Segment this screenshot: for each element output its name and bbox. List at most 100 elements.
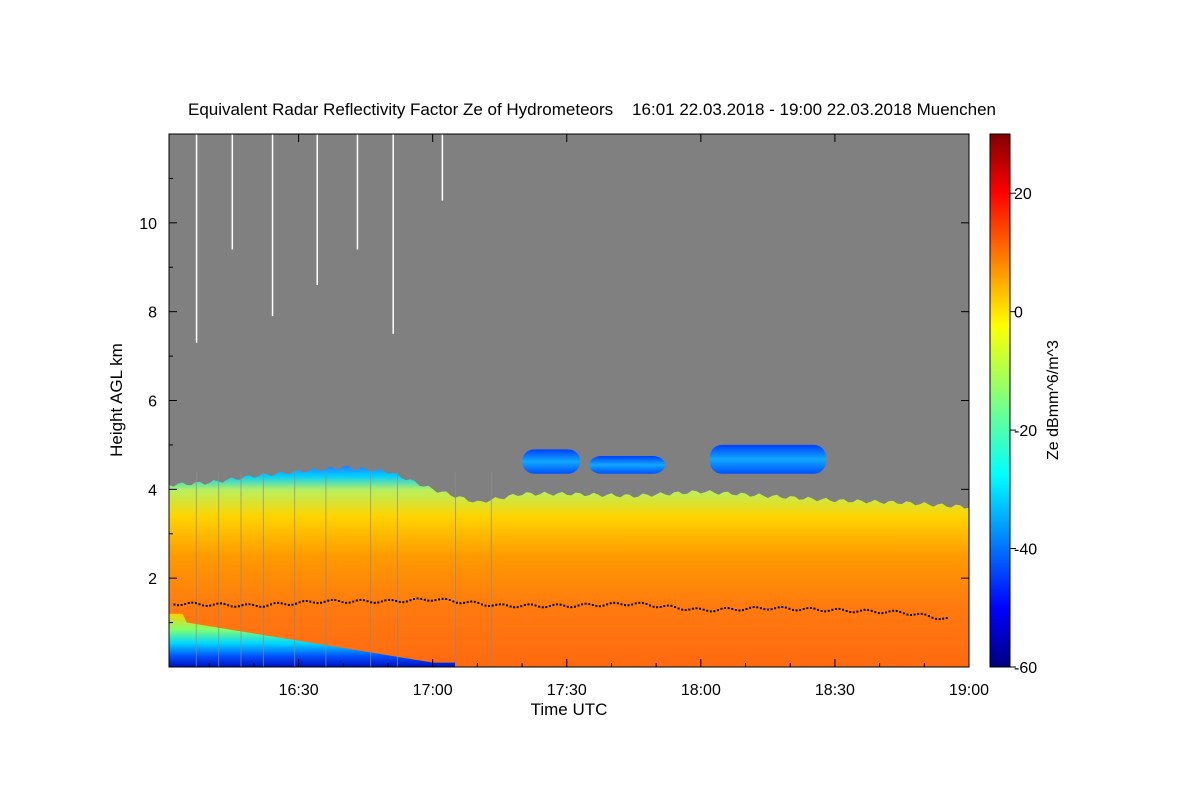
melting-layer-dot xyxy=(556,603,559,606)
clear-air-streaks xyxy=(195,134,444,343)
melting-layer-dot xyxy=(387,598,390,601)
melting-layer-dot xyxy=(470,600,473,603)
melting-layer-dot xyxy=(445,597,448,600)
melting-layer-dot xyxy=(902,612,905,615)
melting-layer-dot xyxy=(330,598,333,601)
melting-layer-dot xyxy=(244,603,247,606)
melting-layer-dot xyxy=(216,602,219,605)
melting-layer-dot xyxy=(488,605,491,608)
melting-layer-dot xyxy=(459,602,462,605)
melting-layer-dot xyxy=(852,611,855,614)
melting-layer-dot xyxy=(509,605,512,608)
melting-layer-dot xyxy=(355,599,358,602)
melting-layer-dot xyxy=(187,601,190,604)
melting-layer-dot xyxy=(577,604,580,607)
colorbar-tick-label: -60 xyxy=(1014,660,1037,677)
colorbar-tick-label: -20 xyxy=(1014,423,1037,440)
melting-layer-dot xyxy=(298,601,301,604)
melting-layer-dot xyxy=(802,608,805,611)
melting-layer-dot xyxy=(863,608,866,611)
colorbar-tick-label: 0 xyxy=(1014,305,1023,322)
melting-layer-dot xyxy=(670,604,673,607)
melting-layer-dot xyxy=(720,607,723,610)
melting-layer-dot xyxy=(473,600,476,603)
melting-layer-markers xyxy=(173,597,948,621)
melting-layer-dot xyxy=(287,603,290,606)
melting-layer-dot xyxy=(688,608,691,611)
melting-layer-dot xyxy=(391,599,394,602)
melting-layer-dot xyxy=(584,602,587,605)
melting-layer-dot xyxy=(513,606,516,609)
melting-layer-dot xyxy=(430,599,433,602)
melting-layer-dot xyxy=(531,603,534,606)
melting-layer-dot xyxy=(545,606,548,609)
x-axis: 16:30 17:00 17:30 18:00 18:30 19:00 xyxy=(208,134,989,699)
colorbar-ticks: 20 0 -20 -40 -60 xyxy=(1010,186,1037,677)
melting-layer-dot xyxy=(888,610,891,613)
melting-layer-dot xyxy=(184,602,187,605)
melting-layer-dot xyxy=(223,603,226,606)
melting-layer-dot xyxy=(884,611,887,614)
gap-line xyxy=(490,471,492,667)
melting-layer-dot xyxy=(910,613,913,616)
melting-layer-dot xyxy=(702,608,705,611)
gap-line xyxy=(294,471,296,667)
melting-layer-dot xyxy=(799,609,802,612)
melting-layer-dot xyxy=(695,607,698,610)
melting-layer-dot xyxy=(749,606,752,609)
gap-line xyxy=(455,471,457,667)
melting-layer-dot xyxy=(824,610,827,613)
melting-layer-dot xyxy=(859,609,862,612)
melting-layer-dot xyxy=(573,605,576,608)
y-tick-label: 10 xyxy=(139,216,157,233)
melting-layer-dot xyxy=(656,606,659,609)
y-axis-label: Height AGL km xyxy=(107,343,126,457)
melting-layer-dot xyxy=(523,604,526,607)
melting-layer-dot xyxy=(691,607,694,610)
melting-layer-dot xyxy=(259,605,262,608)
melting-layer-dot xyxy=(917,612,920,615)
melting-layer-dot xyxy=(613,601,616,604)
melting-layer-dot xyxy=(180,603,183,606)
melting-layer-dot xyxy=(935,617,938,620)
melting-layer-dot xyxy=(838,607,841,610)
melting-layer-dot xyxy=(405,600,408,603)
melting-layer-dot xyxy=(202,604,205,607)
main-cloud-layer xyxy=(169,465,969,667)
melting-layer-dot xyxy=(724,607,727,610)
melting-layer-dot xyxy=(817,608,820,611)
melting-layer-dot xyxy=(495,603,498,606)
melting-layer-dot xyxy=(641,601,644,604)
melting-layer-dot xyxy=(548,605,551,608)
melting-layer-dot xyxy=(466,601,469,604)
melting-layer-dot xyxy=(420,597,423,600)
melting-layer-dot xyxy=(763,608,766,611)
cloud-patch xyxy=(522,449,581,474)
clear-air-streak xyxy=(392,134,394,334)
melting-layer-dot xyxy=(177,604,180,607)
x-axis-label: Time UTC xyxy=(531,700,608,719)
melting-layer-dot xyxy=(484,604,487,607)
melting-layer-dot xyxy=(427,599,430,602)
melting-layer-dot xyxy=(413,597,416,600)
melting-layer-dot xyxy=(788,607,791,610)
melting-layer-dot xyxy=(606,603,609,606)
melting-layer-dot xyxy=(262,605,265,608)
melting-layer-dot xyxy=(173,603,176,606)
melting-layer-dot xyxy=(598,605,601,608)
melting-layer-dot xyxy=(649,604,651,607)
melting-layer-dot xyxy=(931,616,934,619)
melting-layer-dot xyxy=(906,613,909,616)
melting-layer-dot xyxy=(634,602,637,605)
melting-layer-dot xyxy=(237,605,240,608)
melting-layer-dot xyxy=(452,600,455,603)
melting-layer-dot xyxy=(716,609,719,612)
x-tick-label: 18:00 xyxy=(681,682,721,699)
melting-layer-dot xyxy=(316,602,319,605)
gap-line xyxy=(325,471,327,667)
melting-layer-dot xyxy=(205,604,208,607)
melting-layer-dot xyxy=(609,602,612,605)
melting-layer-dot xyxy=(359,598,362,601)
gap-line xyxy=(262,471,264,667)
melting-layer-dot xyxy=(534,604,537,607)
